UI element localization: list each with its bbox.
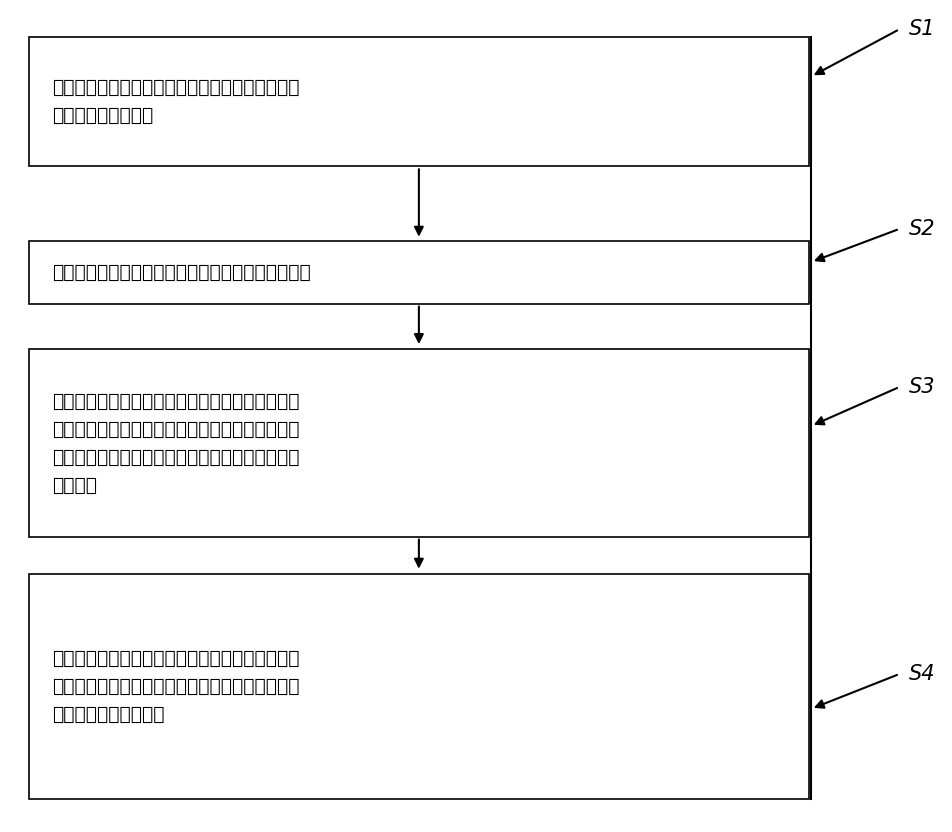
Text: S1: S1: [909, 19, 936, 39]
FancyBboxPatch shape: [29, 574, 809, 799]
Text: S4: S4: [909, 664, 936, 684]
FancyBboxPatch shape: [29, 241, 809, 304]
FancyBboxPatch shape: [29, 37, 809, 166]
Text: 通过初设成第一标准电压的外接供电电源给所述便
携式电子装置供电；: 通过初设成第一标准电压的外接供电电源给所述便 携式电子装置供电；: [52, 78, 300, 126]
Text: 从所述第一标准电压开始，逐步调节所述外接供电
电源的电压，并获得当前电压值与其对应的所述便
携式电子装置中当前电池栏电量显示等级的实际对
应关系；: 从所述第一标准电压开始，逐步调节所述外接供电 电源的电压，并获得当前电压值与其对…: [52, 392, 300, 494]
Text: 根据预设的各等级的参考电压值与标准电池栏电量
显示等级对应关系，判断所述便携式电子装置电池
栏电量显示是否合格。: 根据预设的各等级的参考电压值与标准电池栏电量 显示等级对应关系，判断所述便携式电…: [52, 649, 300, 724]
Text: 开启所述便携式电子装置并使其处于待机界面状态；: 开启所述便携式电子装置并使其处于待机界面状态；: [52, 263, 311, 282]
FancyBboxPatch shape: [29, 349, 809, 537]
Text: S3: S3: [909, 377, 936, 397]
Text: S2: S2: [909, 219, 936, 239]
